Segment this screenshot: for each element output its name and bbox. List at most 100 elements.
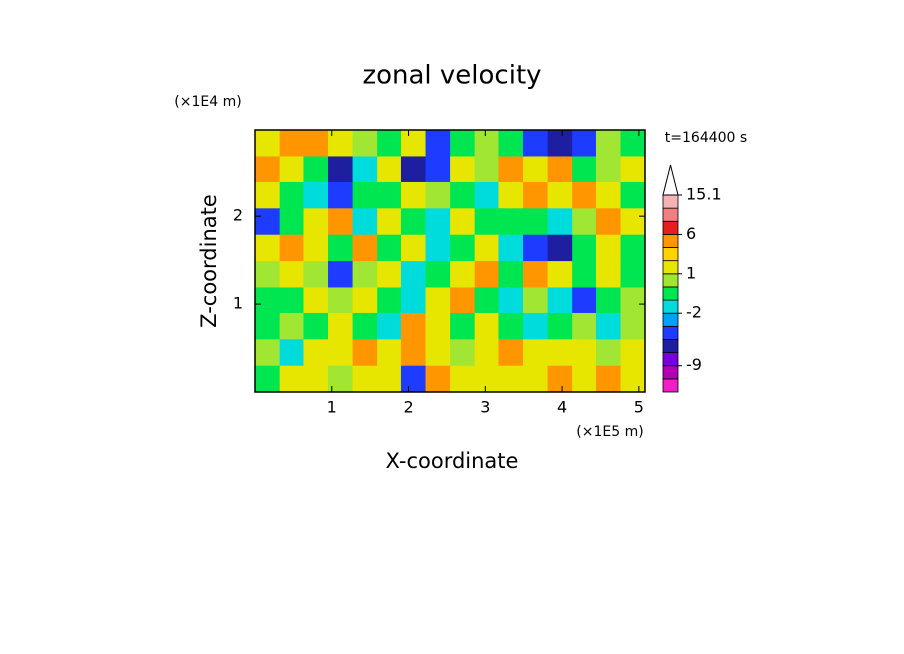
contour-cell bbox=[279, 208, 305, 236]
contour-cell bbox=[425, 181, 451, 209]
contour-cell bbox=[498, 208, 524, 236]
contour-cell bbox=[620, 312, 646, 340]
contour-cell bbox=[474, 156, 500, 184]
contour-cell bbox=[572, 312, 598, 340]
colorbar-tick-label: 1 bbox=[686, 263, 696, 282]
contour-cell bbox=[400, 156, 426, 184]
contour-cell bbox=[352, 312, 378, 340]
contour-cell bbox=[547, 287, 573, 315]
contour-cell bbox=[547, 261, 573, 288]
chart-title: zonal velocity bbox=[362, 61, 541, 91]
contour-cell bbox=[450, 365, 476, 393]
contour-cell bbox=[547, 181, 573, 209]
contour-cell bbox=[255, 208, 281, 236]
contour-cell bbox=[328, 339, 354, 367]
contour-cell bbox=[547, 156, 573, 184]
contour-cell bbox=[303, 365, 329, 393]
contour-cell bbox=[425, 261, 451, 288]
contour-cell bbox=[377, 312, 403, 340]
contour-cell bbox=[620, 234, 646, 262]
colorbar-box bbox=[662, 220, 679, 235]
contour-cell bbox=[303, 261, 329, 288]
contour-cell bbox=[279, 156, 305, 184]
contour-cell bbox=[595, 156, 621, 184]
x-axis-label: X-coordinate bbox=[386, 449, 519, 473]
colorbar-box bbox=[662, 233, 679, 248]
contour-cell bbox=[620, 156, 646, 184]
contour-cell bbox=[498, 312, 524, 340]
contour-cell bbox=[303, 339, 329, 367]
colorbar-box bbox=[662, 378, 679, 393]
contour-cell bbox=[595, 208, 621, 236]
contour-cell bbox=[352, 287, 378, 315]
contour-cell bbox=[523, 287, 549, 315]
contour-cell bbox=[572, 365, 598, 393]
x-tick-label: 4 bbox=[557, 398, 567, 417]
contour-cell bbox=[279, 312, 305, 340]
contour-cell bbox=[620, 339, 646, 367]
contour-cell bbox=[425, 339, 451, 367]
colorbar-box bbox=[662, 339, 679, 354]
x-tick-label: 1 bbox=[327, 398, 337, 417]
contour-cell bbox=[400, 261, 426, 288]
contour-cell bbox=[279, 339, 305, 367]
contour-cell bbox=[498, 234, 524, 262]
contour-cell bbox=[255, 181, 281, 209]
y-axis-label: Z-coordinate bbox=[197, 194, 221, 328]
contour-cell bbox=[547, 339, 573, 367]
contour-cell bbox=[255, 287, 281, 315]
contour-cell bbox=[572, 234, 598, 262]
colorbar-box bbox=[662, 194, 679, 209]
contour-cell bbox=[377, 234, 403, 262]
contour-cell bbox=[547, 130, 573, 157]
contour-cell bbox=[474, 312, 500, 340]
contour-cell bbox=[572, 130, 598, 157]
contour-cell bbox=[620, 261, 646, 288]
contour-cell bbox=[547, 234, 573, 262]
contour-cell bbox=[328, 234, 354, 262]
x-unit: (×1E5 m) bbox=[576, 424, 643, 440]
contour-cell bbox=[303, 312, 329, 340]
contour-cell bbox=[328, 181, 354, 209]
contour-cell bbox=[400, 365, 426, 393]
contour-cell bbox=[595, 130, 621, 157]
contour-cell bbox=[595, 261, 621, 288]
contour-cell bbox=[474, 287, 500, 315]
contour-cell bbox=[400, 130, 426, 157]
colorbar-box bbox=[662, 247, 679, 262]
colorbar-tick-label: -9 bbox=[686, 355, 702, 374]
contour-cell bbox=[450, 339, 476, 367]
contour-cell bbox=[279, 130, 305, 157]
x-tick-label: 3 bbox=[480, 398, 490, 417]
y-unit: (×1E4 m) bbox=[174, 94, 241, 110]
contour-cell bbox=[303, 234, 329, 262]
contour-cell bbox=[498, 287, 524, 315]
contour-cell bbox=[279, 365, 305, 393]
contour-cell bbox=[377, 181, 403, 209]
contour-cell bbox=[523, 181, 549, 209]
contour-cell bbox=[498, 130, 524, 157]
contour-cell bbox=[400, 312, 426, 340]
contour-cell bbox=[523, 208, 549, 236]
contour-cell bbox=[328, 312, 354, 340]
contour-cell bbox=[377, 130, 403, 157]
contour-cell bbox=[450, 130, 476, 157]
contour-cell bbox=[352, 261, 378, 288]
contour-cell bbox=[450, 156, 476, 184]
contour-cell bbox=[620, 130, 646, 157]
contour-cell bbox=[328, 208, 354, 236]
contour-cell bbox=[620, 287, 646, 315]
contour-cell bbox=[425, 312, 451, 340]
contour-cell bbox=[377, 287, 403, 315]
contour-cell bbox=[352, 208, 378, 236]
contour-cell bbox=[620, 208, 646, 236]
contour-cell bbox=[498, 156, 524, 184]
colorbar-box bbox=[662, 260, 679, 275]
contour-cell bbox=[474, 234, 500, 262]
y-tick-label: 2 bbox=[233, 206, 243, 225]
contour-cell bbox=[400, 208, 426, 236]
contour-cell bbox=[572, 339, 598, 367]
colorbar-tick-label: 15.1 bbox=[686, 185, 722, 204]
